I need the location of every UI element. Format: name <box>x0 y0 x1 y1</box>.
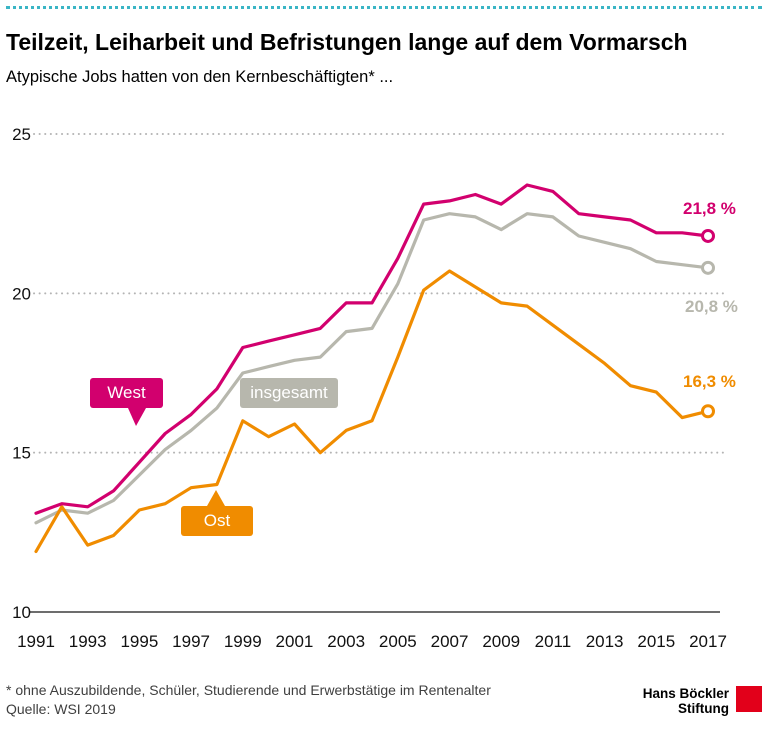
source-note: Quelle: WSI 2019 <box>6 701 116 717</box>
svg-text:2017: 2017 <box>689 632 727 651</box>
svg-text:2011: 2011 <box>535 632 572 651</box>
svg-text:15: 15 <box>12 444 31 463</box>
svg-text:2007: 2007 <box>431 632 469 651</box>
svg-text:2013: 2013 <box>586 632 624 651</box>
logo-mark <box>736 686 762 712</box>
svg-text:1991: 1991 <box>17 632 55 651</box>
logo-line2: Stiftung <box>678 701 729 716</box>
chart-title: Teilzeit, Leiharbeit und Befristungen la… <box>6 29 688 55</box>
end-value-ost: 16,3 % <box>683 372 736 391</box>
svg-text:1993: 1993 <box>69 632 107 651</box>
svg-text:20: 20 <box>12 284 31 303</box>
end-value-insgesamt: 20,8 % <box>685 297 738 316</box>
series-label-west: West <box>90 378 163 426</box>
svg-text:10: 10 <box>12 603 31 622</box>
svg-text:2005: 2005 <box>379 632 417 651</box>
svg-text:1997: 1997 <box>172 632 210 651</box>
svg-text:2003: 2003 <box>327 632 365 651</box>
svg-text:25: 25 <box>12 125 31 144</box>
line-chart: 10 15 20 25 1991 1993 1995 1997 1999 2001 2003 2005… <box>12 125 727 651</box>
svg-text:1999: 1999 <box>224 632 262 651</box>
svg-text:2001: 2001 <box>276 632 314 651</box>
svg-text:2015: 2015 <box>637 632 675 651</box>
end-value-west: 21,8 % <box>683 199 736 218</box>
chart-subtitle: Atypische Jobs hatten von den Kernbeschä… <box>6 68 394 86</box>
series-label-insgesamt: insgesamt <box>240 378 338 408</box>
footnote: * ohne Auszubildende, Schüler, Studieren… <box>6 682 491 698</box>
series-label-ost: Ost <box>181 490 253 536</box>
logo-text: Hans Böckler Stiftung <box>643 686 729 716</box>
svg-text:1995: 1995 <box>120 632 158 651</box>
logo: Hans Böckler Stiftung <box>643 686 762 716</box>
svg-text:2009: 2009 <box>482 632 520 651</box>
logo-line1: Hans Böckler <box>642 686 729 701</box>
top-dotted-rule <box>6 6 762 9</box>
